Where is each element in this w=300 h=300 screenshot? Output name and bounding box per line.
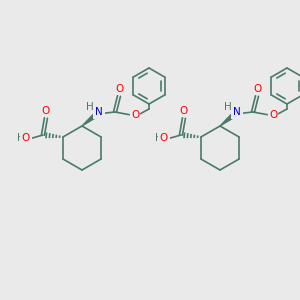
- Text: O: O: [269, 110, 277, 120]
- Text: O: O: [115, 84, 123, 94]
- Text: O: O: [42, 106, 50, 116]
- Text: O: O: [131, 110, 139, 120]
- Text: H: H: [155, 133, 163, 143]
- Text: O: O: [180, 106, 188, 116]
- Text: O: O: [253, 84, 261, 94]
- Text: H: H: [86, 102, 94, 112]
- Text: N: N: [233, 107, 241, 117]
- Text: O: O: [22, 133, 30, 143]
- Text: H: H: [224, 102, 232, 112]
- Polygon shape: [220, 112, 237, 126]
- Polygon shape: [82, 112, 99, 126]
- Text: H: H: [17, 133, 25, 143]
- Text: O: O: [160, 133, 168, 143]
- Text: N: N: [95, 107, 103, 117]
